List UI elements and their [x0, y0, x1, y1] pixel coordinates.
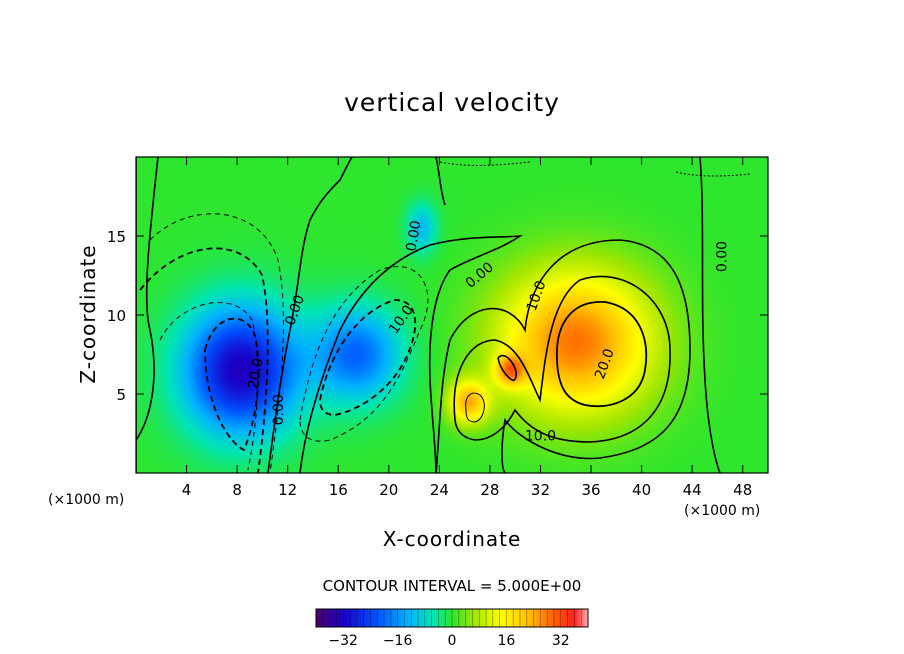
colorbar-tick-label: −32	[328, 633, 358, 649]
contour-zero-right	[699, 157, 721, 473]
colorbar-tick-label: 0	[448, 633, 457, 649]
contour-pos15-ridge	[497, 354, 517, 382]
contour-pos15-lobe	[465, 392, 485, 423]
x-tick-label: 16	[329, 481, 348, 499]
contour-pos20	[556, 301, 648, 408]
contour-zero-tower	[267, 157, 353, 473]
contour-label: 0.00	[714, 241, 730, 272]
contour-neg20	[204, 317, 260, 452]
contour-zero-west	[136, 157, 159, 441]
x-tick-label: 20	[379, 481, 398, 499]
contour-neg15	[159, 302, 259, 471]
contour-interval-label: CONTOUR INTERVAL = 5.000E+00	[322, 577, 582, 595]
x-tick-label: 44	[683, 481, 702, 499]
x-tick-label: 48	[733, 481, 752, 499]
contour-label: 10.0	[525, 429, 556, 445]
contour-lines	[136, 157, 751, 473]
x-axis-label: X-coordinate	[382, 527, 522, 551]
x-tick-label: 28	[480, 481, 499, 499]
y-axis-label: Z-coordinate	[76, 244, 100, 384]
colorbar-ticks: −32 −16 0 16 32	[322, 609, 582, 649]
chart-title: vertical velocity	[344, 88, 560, 117]
x-unit-label-right: (×1000 m)	[684, 503, 761, 519]
x-tick-label: 12	[278, 481, 297, 499]
contour-label: 20.0	[245, 357, 266, 390]
x-tick-label: 8	[232, 481, 242, 499]
y-tick-label: 10	[107, 307, 126, 325]
contour-pos5	[435, 239, 691, 473]
contour-noise-top	[439, 161, 751, 177]
contour-label: 0.00	[403, 219, 424, 252]
x-tick-label: 40	[632, 481, 651, 499]
colorbar-tick-label: −16	[383, 633, 413, 649]
x-tick-label: 32	[531, 481, 550, 499]
y-tick-label: 15	[107, 228, 126, 246]
contour-neg10	[139, 247, 269, 473]
x-tick-label: 4	[182, 481, 192, 499]
colorbar-tick-label: 32	[552, 633, 570, 649]
x-tick-label: 24	[430, 481, 449, 499]
x-tick-label: 36	[581, 481, 600, 499]
colorbar-tick-label: 16	[497, 633, 515, 649]
contour-label: 0.00	[271, 394, 287, 425]
y-tick-label: 5	[116, 386, 126, 404]
contour-zero-top	[435, 157, 446, 206]
contour-neg-mid10	[319, 299, 417, 416]
contour-zero-left-lobe	[299, 234, 523, 473]
velocity-field	[136, 157, 768, 473]
contour-neg5	[149, 213, 284, 473]
contour-pos10	[453, 275, 671, 443]
x-unit-label-left: (×1000 m)	[48, 492, 125, 508]
